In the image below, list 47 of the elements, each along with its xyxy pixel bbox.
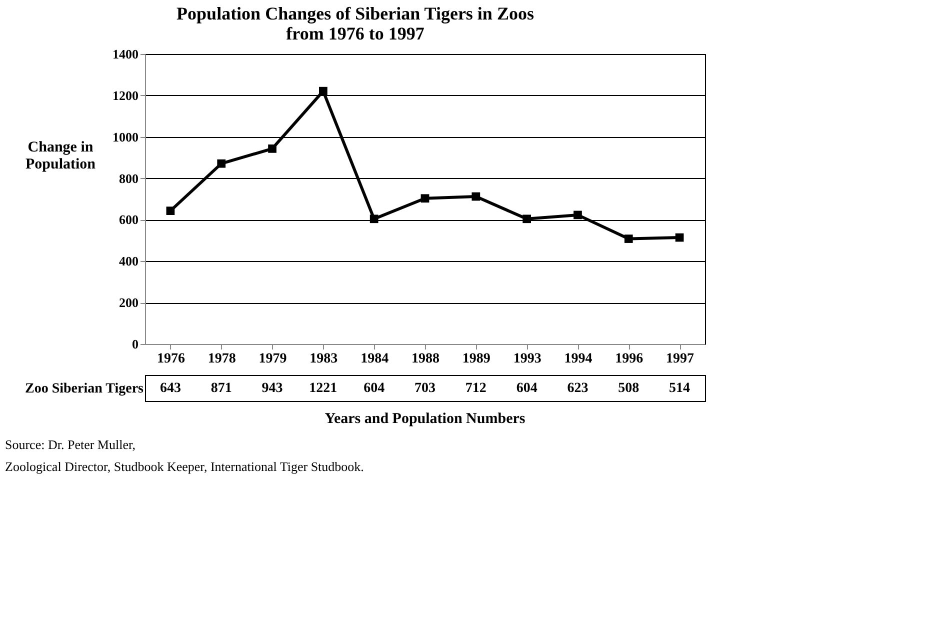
point	[370, 214, 378, 224]
point	[166, 206, 175, 215]
y-tick-label: 1200	[112, 88, 138, 103]
data-label: 604	[364, 381, 385, 396]
data-label: 943	[262, 381, 283, 396]
data-label: 508	[618, 381, 640, 396]
x-tick-label: 1976	[156, 352, 185, 366]
data-label: 703	[414, 381, 436, 396]
x-tick-label: 1993	[513, 352, 542, 366]
data-label: 623	[567, 381, 588, 396]
point	[624, 234, 633, 243]
point	[472, 192, 480, 201]
y-tick-label: 200	[119, 295, 138, 310]
point	[217, 159, 226, 168]
x-tick-label: 1978	[208, 352, 236, 366]
data-label: 643	[160, 381, 181, 396]
x-tick-label: 1984	[360, 352, 389, 366]
point	[420, 194, 430, 203]
data-label: 871	[210, 381, 232, 396]
x-tick-label: 1988	[412, 352, 440, 366]
data-label: 604	[516, 381, 538, 396]
text: Zoological Director, Studbook Keeper, International Tiger Studbook.	[5, 459, 364, 474]
point	[675, 233, 684, 242]
x-tick-label: 1997	[666, 352, 694, 366]
y-tick-label: 800	[119, 170, 138, 186]
data-label: 712	[465, 381, 486, 396]
data-label: 1221	[309, 381, 338, 396]
point	[319, 86, 328, 96]
x-tick-label: 1994	[564, 352, 592, 366]
point	[574, 210, 582, 220]
text: Zoo Siberian Tigers	[24, 382, 144, 396]
point	[268, 144, 276, 153]
point	[522, 214, 531, 224]
y-tick-label: 0	[132, 336, 138, 352]
chart-title: Population Changes of Siberian Tigers in Zoos from 1976 to 1997	[176, 4, 534, 44]
x-tick-label: 1989	[462, 352, 490, 366]
y-tick-label: 1000	[112, 129, 138, 144]
x-tick-label: 1983	[310, 352, 338, 366]
x-tick-label: 1996	[615, 352, 644, 366]
source-note: Source: Dr. Peter Muller,	[5, 437, 136, 452]
y-tick-label: 1400	[112, 46, 138, 62]
y-tick-label: 600	[119, 212, 138, 228]
x-tick-label: 1979	[258, 352, 287, 366]
data-label: 514	[669, 381, 690, 396]
y-axis-title: Change in Population	[25, 140, 96, 172]
x-axis-title: Years and Population Numbers	[324, 411, 526, 427]
y-tick-label: 400	[119, 254, 138, 269]
